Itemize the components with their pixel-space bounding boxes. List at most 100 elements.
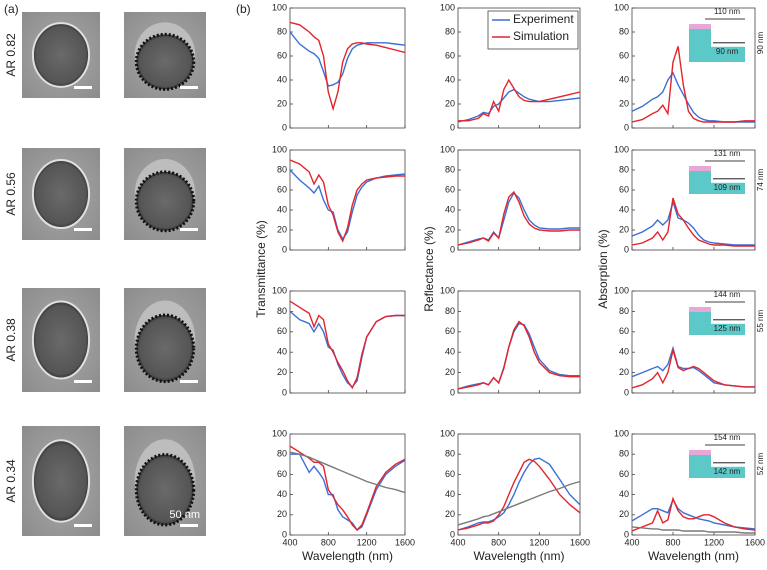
y-tick-label: 20 [445,224,455,234]
inset-label: 154 nm [714,433,741,442]
y-tick-label: 20 [445,509,455,519]
y-tick-label: 0 [450,387,455,397]
y-tick-label: 100 [614,285,629,295]
plot-frame [457,433,581,536]
hole [31,439,91,523]
inset-hole [711,450,745,467]
y-tick-label: 20 [277,224,287,234]
y-tick-label: 40 [277,489,287,499]
inset-label: 144 nm [714,290,741,299]
line [457,480,581,526]
y-tick-label: 100 [440,428,455,438]
line [631,497,756,530]
y-tick-label: 80 [277,26,287,36]
line [457,458,581,531]
scale-bar [180,86,198,89]
legend-label: Experiment [513,12,574,26]
panel-label: (a) [4,2,19,16]
plot-frame [289,433,406,536]
y-tick-label: 40 [445,489,455,499]
x-axis-label: Wavelength (nm) [474,549,565,563]
legend [487,10,579,50]
line [631,199,755,246]
y-tick-label: 20 [619,509,629,519]
hole [134,453,196,527]
line [458,78,581,122]
x-tick-label: 1600 [570,537,590,547]
y-tick-label: 20 [619,224,629,234]
line [631,345,755,388]
y-axis-label: Transmittance (%) [254,220,268,318]
x-tick-label: 1600 [745,537,765,547]
row-label: AR 0.56 [4,172,18,216]
y-tick-label: 40 [619,347,629,357]
row-label: AR 0.82 [4,33,18,77]
y-tick-label: 60 [619,184,629,194]
y-tick-label: 0 [624,387,629,397]
y-tick-label: 0 [282,387,287,397]
y-tick-label: 60 [277,469,287,479]
scale-bar [74,380,92,383]
y-tick-label: 20 [277,509,287,519]
line [290,453,406,531]
x-tick-label: 800 [321,537,336,547]
y-tick-label: 20 [277,367,287,377]
inset-label: 125 nm [714,324,741,333]
y-tick-label: 20 [277,98,287,108]
y-tick-label: 100 [614,144,629,154]
x-tick-label: 400 [450,537,465,547]
inset-label: 110 nm [714,7,740,16]
line [289,300,405,390]
x-tick-label: 400 [624,537,639,547]
scale-bar [180,380,198,383]
line [289,31,406,87]
line [457,88,581,123]
y-tick-label: 60 [277,184,287,194]
scale-bar [180,228,198,231]
y-tick-label: 40 [277,347,287,357]
line [289,21,406,112]
y-tick-label: 0 [624,529,629,539]
line [289,451,406,494]
scale-bar [74,86,92,89]
y-tick-label: 20 [445,367,455,377]
x-tick-label: 1200 [529,537,549,547]
inset-label: 52 nm [756,453,765,476]
inset-label: 90 nm [756,32,765,55]
y-tick-label: 60 [619,326,629,336]
y-tick-label: 100 [614,2,629,12]
line [631,526,755,534]
hole [134,313,196,384]
inset-label: 55 nm [756,310,765,333]
inset-hole [711,24,745,47]
y-tick-label: 40 [619,204,629,214]
panel-label: (b) [236,2,251,16]
y-tick-label: 60 [445,50,455,60]
y-tick-label: 20 [619,98,629,108]
x-tick-label: 1200 [704,537,724,547]
scale-bar [74,228,92,231]
x-tick-label: 1600 [395,537,415,547]
y-tick-label: 80 [277,449,287,459]
inset-hole [711,166,745,183]
hole [31,22,91,88]
y-tick-label: 0 [450,122,455,132]
line [289,310,405,388]
y-tick-label: 60 [277,50,287,60]
line [457,457,581,531]
row-label: AR 0.34 [4,459,18,503]
y-axis-label: Absorption (%) [596,229,610,308]
plot-frame [631,433,756,536]
y-tick-label: 0 [282,244,287,254]
inset-label: 142 nm [714,467,741,476]
line [457,320,580,390]
y-tick-label: 100 [272,428,287,438]
y-tick-label: 0 [624,244,629,254]
hole [134,170,196,233]
y-tick-label: 60 [619,469,629,479]
y-tick-label: 100 [440,285,455,295]
y-tick-label: 80 [619,26,629,36]
y-axis-label: Reflectance (%) [422,226,436,311]
y-tick-label: 80 [445,306,455,316]
